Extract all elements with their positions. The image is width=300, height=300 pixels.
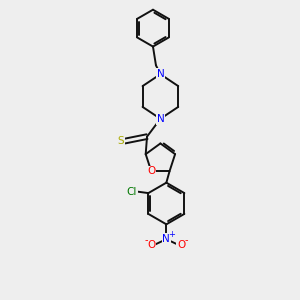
Text: O: O bbox=[147, 167, 155, 176]
Text: O: O bbox=[177, 239, 185, 250]
Text: O: O bbox=[147, 239, 156, 250]
Text: N: N bbox=[163, 234, 170, 244]
Text: N: N bbox=[157, 69, 164, 79]
Text: -: - bbox=[144, 235, 148, 245]
Text: -: - bbox=[185, 235, 188, 245]
Text: +: + bbox=[168, 230, 175, 239]
Text: Cl: Cl bbox=[127, 187, 137, 196]
Text: N: N bbox=[157, 114, 164, 124]
Text: S: S bbox=[118, 136, 124, 146]
